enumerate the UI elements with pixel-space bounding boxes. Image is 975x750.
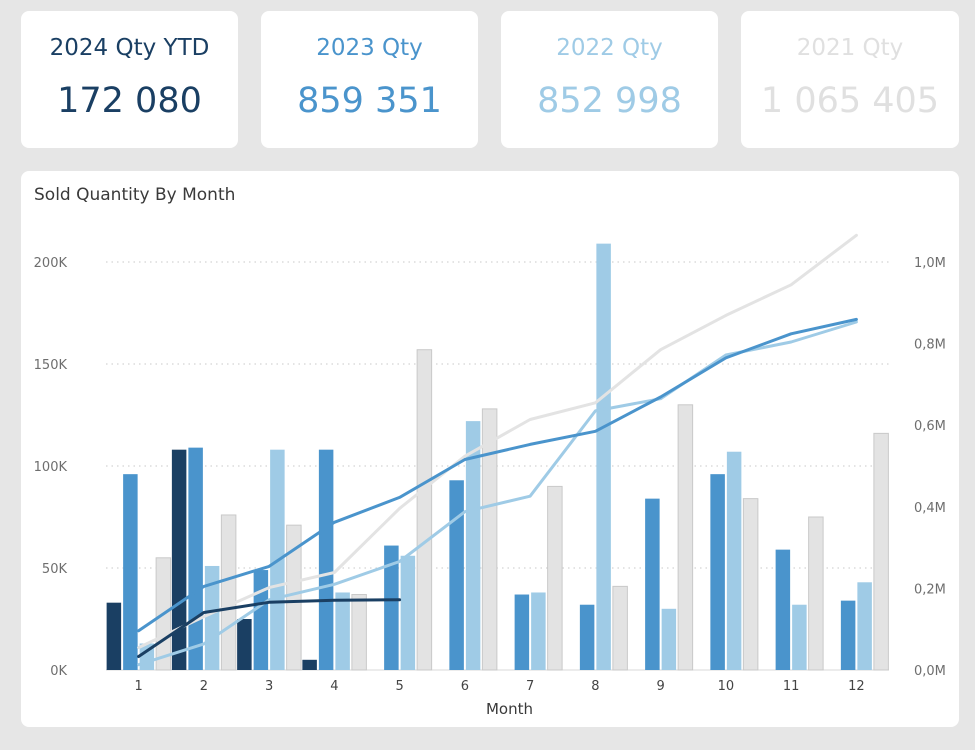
x-tick-label: 1 [134,679,142,694]
kpi-label: 2023 Qty [316,35,423,61]
bar-2021-month-9 [677,404,694,671]
x-tick-label: 11 [783,679,800,694]
bar-2021-month-2 [220,514,237,671]
y2-tick-label: 0,2M [914,582,946,597]
x-axis-title: Month [486,700,533,718]
y2-tick-label: 1,0M [914,256,946,271]
bar-2021-month-4 [351,594,367,671]
bar-2024-month-3 [237,619,252,670]
y-tick-label: 200K [34,256,68,271]
kpi-card-2021: 2021 Qty 1 065 405 [741,11,959,148]
y-tick-label: 50K [42,562,68,577]
bar-2022-month-4 [335,592,350,670]
bar-2022-month-2 [204,565,220,670]
y-tick-label: 100K [34,460,68,475]
bar-2023-month-7 [514,594,530,670]
x-tick-label: 2 [200,679,208,694]
sold-quantity-chart-panel: Sold Quantity By Month 0K 50K 100K 150K 200K… [21,171,959,727]
kpi-label: 2024 Qty YTD [49,35,210,61]
bar-2022-month-12 [857,582,872,670]
bar-2023-month-5 [384,545,399,670]
kpi-value: 1 065 405 [760,81,940,121]
sold-quantity-chart: 0K 50K 100K 150K 200K 0,0M 0,2M 0,4M 0,6M 0,8M 1,0… [34,233,946,718]
kpi-label: 2022 Qty [556,35,663,61]
bar-2022-month-5 [400,555,416,670]
chart-title: Sold Quantity By Month [34,185,236,205]
bar-2023-month-2 [188,447,203,670]
x-tick-label: 12 [848,679,865,694]
bar-2021-month-12 [873,432,889,671]
x-tick-label: 7 [526,679,534,694]
kpi-value: 859 351 [297,81,442,121]
kpi-value: 172 080 [57,81,202,121]
bar-2023-month-9 [645,498,660,670]
bar-2023-month-4 [318,449,334,670]
bar-2024-month-4 [302,659,317,670]
bar-2021-month-8 [612,585,628,671]
kpi-card-2024: 2024 Qty YTD 172 080 [21,11,238,148]
bar-2023-month-11 [775,549,791,670]
y2-tick-label: 0,6M [914,419,946,434]
bar-2023-month-1 [123,474,138,670]
line-2023-cumulative [137,317,858,633]
bar-2022-month-7 [531,592,546,670]
kpi-label: 2021 Qty [796,35,904,61]
kpi-card-2023: 2023 Qty 859 351 [261,11,478,148]
y-tick-label: 0K [50,664,67,679]
x-tick-label: 3 [265,679,273,694]
x-tick-label: 6 [461,679,469,694]
x-tick-label: 5 [395,679,403,694]
bar-2022-month-9 [661,608,677,670]
y2-tick-label: 0,8M [914,338,946,353]
bar-2024-month-2 [171,449,187,670]
bar-2023-month-10 [710,474,725,670]
y2-tick-label: 0,0M [914,664,946,679]
bar-2021-month-5 [416,349,433,671]
y-tick-label: 150K [34,358,68,373]
kpi-card-2022: 2022 Qty 852 998 [501,11,718,148]
kpi-value: 852 998 [537,81,682,121]
bar-2022-month-11 [792,604,807,670]
bar-2021-month-10 [742,498,759,671]
bar-2021-month-6 [481,408,498,671]
bar-2022-month-6 [465,421,481,670]
bar-2023-month-8 [579,604,595,670]
x-tick-label: 4 [330,679,338,694]
line-2024-cumulative [137,598,402,658]
bar-2021-month-11 [808,516,824,671]
bar-2023-month-12 [840,600,856,670]
bar-2021-month-7 [547,485,563,671]
y2-tick-label: 0,4M [914,501,946,516]
x-tick-label: 8 [591,679,599,694]
bar-2021-month-3 [286,524,302,671]
bar-2022-month-10 [726,451,742,670]
bar-2023-month-3 [253,570,269,670]
bar-2022-month-8 [596,243,611,670]
x-tick-label: 9 [656,679,664,694]
bar-2024-month-1 [106,602,122,670]
line-2021-cumulative [137,233,858,650]
bar-2023-month-6 [449,480,464,670]
x-tick-label: 10 [718,679,735,694]
